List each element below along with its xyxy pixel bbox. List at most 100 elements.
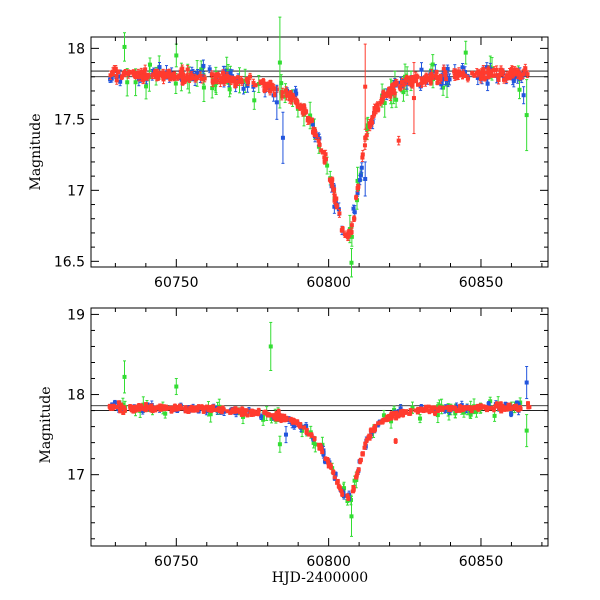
top-data-point xyxy=(428,79,433,86)
bottom-data-point xyxy=(393,438,398,444)
bottom-data-point xyxy=(283,417,288,423)
top-data-point xyxy=(225,78,230,83)
bottom-data-point xyxy=(114,405,119,410)
top-data-point xyxy=(334,203,339,210)
top-data-point xyxy=(518,75,523,81)
top-data-point xyxy=(369,117,374,125)
top-data-point xyxy=(201,59,206,73)
bottom-data-point xyxy=(122,360,127,394)
top-data-point xyxy=(443,70,448,80)
top-data-point xyxy=(218,73,223,83)
top-data-point xyxy=(496,73,501,81)
top-y-tick-label: 16.5 xyxy=(54,254,85,270)
bottom-data-point xyxy=(174,378,179,396)
bottom-data-point xyxy=(444,405,449,410)
top-data-point xyxy=(159,72,164,77)
top-data-point xyxy=(522,66,527,75)
bottom-data-point xyxy=(408,411,413,416)
bottom-data-point xyxy=(176,406,181,411)
top-data-point xyxy=(252,90,257,110)
top-data-point xyxy=(424,72,429,79)
top-data-point xyxy=(340,226,345,231)
top-data-point xyxy=(202,74,207,83)
bottom-x-tick-label: 60850 xyxy=(459,554,504,570)
bottom-data-point xyxy=(378,420,383,425)
top-data-point xyxy=(438,73,443,78)
top-data-point xyxy=(143,64,148,75)
bottom-data-point xyxy=(252,409,257,416)
bottom-data-point xyxy=(218,407,223,412)
top-data-point xyxy=(174,43,179,68)
top-data-point xyxy=(354,194,359,201)
bottom-data-point xyxy=(158,403,163,408)
bottom-data-point xyxy=(499,409,504,414)
top-data-point xyxy=(479,71,484,80)
top-data-point xyxy=(200,74,205,84)
top-data-point xyxy=(463,40,468,65)
top-data-point xyxy=(337,209,342,218)
top-data-point xyxy=(359,162,364,174)
top-data-point xyxy=(394,79,399,87)
bottom-y-tick-label: 19 xyxy=(67,307,85,323)
bottom-data-point xyxy=(475,403,480,410)
top-data-point xyxy=(238,77,243,84)
bottom-data-point xyxy=(525,401,530,406)
bottom-data-point xyxy=(331,469,336,475)
bottom-data-point xyxy=(107,404,112,410)
top-x-tick-label: 60800 xyxy=(306,275,351,291)
top-data-point xyxy=(419,62,424,78)
bottom-data-point xyxy=(429,409,434,414)
bottom-data-point xyxy=(158,407,163,412)
top-data-point xyxy=(287,92,292,100)
top-data-point xyxy=(372,111,377,118)
top-data-point xyxy=(509,65,514,75)
top-data-point xyxy=(474,68,479,78)
top-data-point xyxy=(407,79,412,87)
bottom-data-point xyxy=(318,444,323,450)
bottom-data-point xyxy=(268,321,273,372)
top-data-point xyxy=(207,65,212,74)
top-data-point xyxy=(110,70,115,76)
top-data-point xyxy=(423,77,428,87)
bottom-data-point xyxy=(153,405,158,411)
top-data-point xyxy=(248,72,253,81)
top-data-point xyxy=(413,71,418,82)
top-data-point xyxy=(233,83,238,89)
top-data-point xyxy=(284,91,289,101)
bottom-data-point xyxy=(294,419,299,425)
bottom-data-point xyxy=(276,408,281,415)
top-data-point xyxy=(416,82,421,87)
top-data-point xyxy=(397,83,402,91)
top-data-point xyxy=(210,78,215,84)
bottom-data-point xyxy=(119,404,124,409)
bottom-data-point xyxy=(526,405,531,410)
top-data-point xyxy=(363,43,368,130)
bottom-data-point xyxy=(423,404,428,409)
bottom-data-point xyxy=(116,400,121,405)
bottom-data-point xyxy=(424,408,429,413)
top-data-point xyxy=(166,71,171,79)
top-data-point xyxy=(345,230,350,239)
bottom-plot-frame xyxy=(90,307,549,547)
bottom-data-point xyxy=(272,415,277,420)
top-data-point xyxy=(136,72,141,82)
bottom-y-tick-label: 18 xyxy=(67,388,85,404)
top-data-point xyxy=(403,77,408,83)
top-data-point xyxy=(302,106,307,116)
top-data-point xyxy=(164,69,169,79)
bottom-data-point xyxy=(394,412,399,418)
bottom-data-point xyxy=(354,475,359,480)
top-data-point xyxy=(360,149,365,159)
bottom-data-point xyxy=(433,410,438,417)
top-data-point xyxy=(330,183,335,189)
bottom-data-point xyxy=(128,406,133,412)
top-data-point xyxy=(364,131,369,140)
top-data-point xyxy=(190,74,195,81)
top-data-point xyxy=(295,98,300,105)
bottom-data-point xyxy=(143,402,148,407)
top-data-point xyxy=(349,221,354,229)
top-data-point xyxy=(185,74,190,81)
top-y-axis-label: Magnitude xyxy=(28,113,44,190)
bottom-data-point xyxy=(360,451,365,456)
top-data-point xyxy=(396,135,401,146)
